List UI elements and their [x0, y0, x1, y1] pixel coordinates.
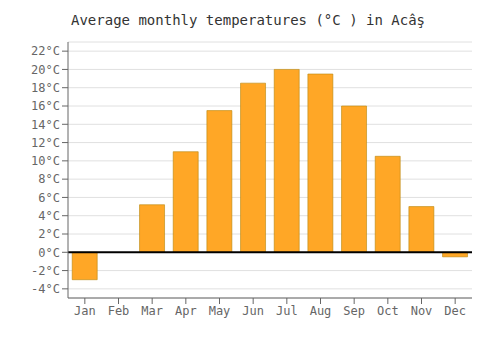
- svg-text:Apr: Apr: [175, 304, 197, 318]
- svg-text:2°C: 2°C: [38, 227, 60, 241]
- svg-text:Aug: Aug: [310, 304, 332, 318]
- svg-text:14°C: 14°C: [31, 118, 60, 132]
- svg-text:Sep: Sep: [343, 304, 365, 318]
- svg-text:10°C: 10°C: [31, 154, 60, 168]
- svg-text:16°C: 16°C: [31, 99, 60, 113]
- svg-text:-2°C: -2°C: [31, 264, 60, 278]
- svg-text:Nov: Nov: [411, 304, 433, 318]
- svg-text:0°C: 0°C: [38, 246, 60, 260]
- svg-text:6°C: 6°C: [38, 191, 60, 205]
- svg-text:Feb: Feb: [108, 304, 130, 318]
- svg-text:12°C: 12°C: [31, 136, 60, 150]
- svg-text:18°C: 18°C: [31, 81, 60, 95]
- svg-text:Oct: Oct: [377, 304, 399, 318]
- svg-text:Dec: Dec: [444, 304, 466, 318]
- svg-text:20°C: 20°C: [31, 63, 60, 77]
- svg-text:Jun: Jun: [242, 304, 264, 318]
- html-text:Average monthly temperatures (: Average monthly temperatures (°C ) in Ac…: [71, 12, 425, 28]
- svg-text:8°C: 8°C: [38, 172, 60, 186]
- svg-text:22°C: 22°C: [31, 44, 60, 58]
- svg-text:-4°C: -4°C: [31, 282, 60, 296]
- svg-text:May: May: [209, 304, 231, 318]
- svg-text:4°C: 4°C: [38, 209, 60, 223]
- svg-text:Jul: Jul: [276, 304, 298, 318]
- svg-text:Mar: Mar: [141, 304, 163, 318]
- svg-text:Jan: Jan: [74, 304, 96, 318]
